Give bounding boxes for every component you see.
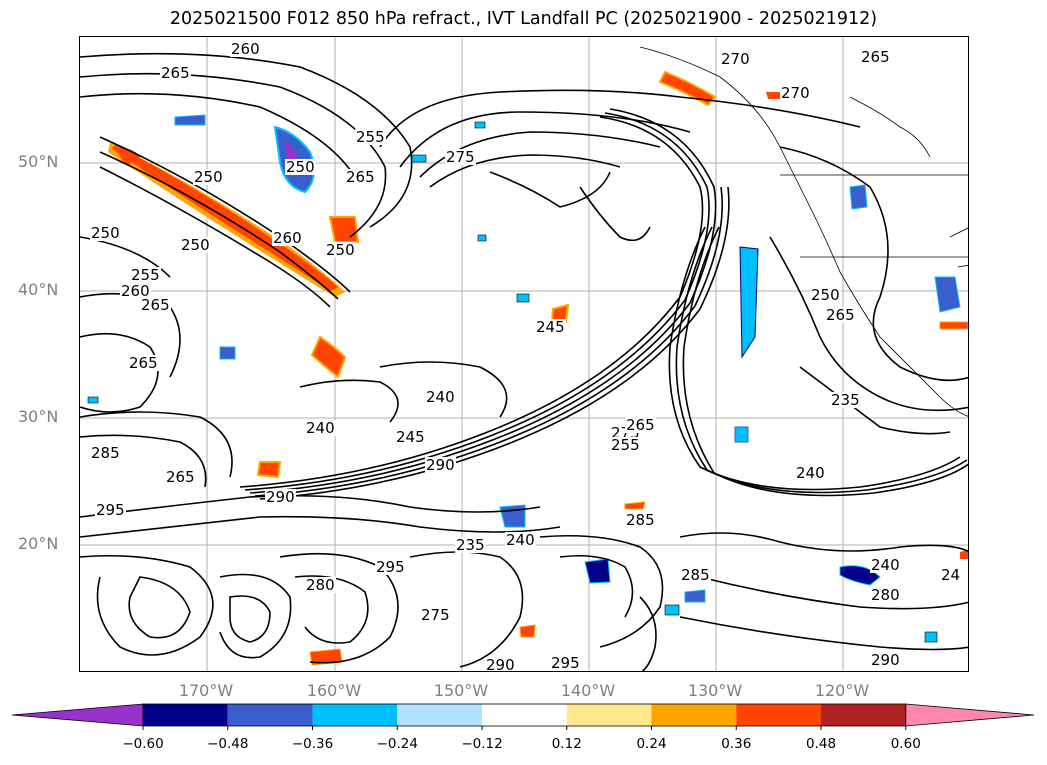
colorbar-segment (736, 704, 821, 726)
colorbar-segment (312, 704, 398, 726)
lon-label-140w: 140°W (560, 681, 616, 700)
coastlines (639, 46, 968, 417)
contour-label: 265 (345, 168, 376, 186)
colorbar-segment (566, 704, 652, 726)
contour-label: 240 (870, 556, 901, 574)
contour-label: 290 (425, 456, 456, 474)
contour-label: 285 (625, 511, 656, 529)
contour-label: 250 (285, 158, 316, 176)
contour-label: 275 (420, 606, 451, 624)
contour-label: 260 (230, 40, 261, 58)
contour-label: 240 (305, 419, 336, 437)
lon-label-130w: 130°W (687, 681, 743, 700)
colorbar-tick-label: −0.36 (291, 736, 334, 752)
colorbar (11, 703, 1035, 730)
colorbar-tick-label: 0.48 (805, 736, 837, 752)
contour-label: 255 (130, 266, 161, 284)
colorbar-tick-label: −0.48 (207, 736, 249, 752)
contour-label: 245 (535, 318, 566, 336)
contour-label: 260 (120, 282, 151, 300)
lon-label-150w: 150°W (433, 681, 489, 700)
colorbar-tick-label: 0.24 (636, 736, 667, 752)
contour-label: 265 (160, 64, 191, 82)
contour-label: 295 (95, 501, 126, 519)
lon-label-120w: 120°W (814, 681, 870, 700)
lon-label-170w: 170°W (178, 681, 234, 700)
contour-label: 265 (128, 354, 159, 372)
minor-cells (87, 121, 938, 643)
contour-label: 265 (860, 48, 891, 66)
contour-label: 285 (680, 566, 711, 584)
colorbar-segment (651, 704, 737, 726)
contour-label: 240 (505, 531, 536, 549)
contour-label: 240 (795, 464, 826, 482)
colorbar-tick-label: −0.12 (461, 736, 503, 752)
contour-label: 295 (375, 558, 406, 576)
contour-label: 255 (355, 128, 386, 146)
contour-label: 290 (265, 488, 296, 506)
colorbar-tick-label: 0.36 (721, 736, 752, 752)
colorbar-tick-label: 0.60 (890, 736, 921, 752)
colorbar-tick-label: −0.60 (122, 736, 164, 752)
contour-label: 250 (180, 236, 211, 254)
contour-label: 235 (830, 391, 861, 409)
lat-label-40n: 40°N (18, 280, 59, 299)
refractivity-fill (108, 70, 968, 666)
lat-label-50n: 50°N (18, 152, 59, 171)
colorbar-tick-label: 0.12 (551, 736, 582, 752)
lon-label-160w: 160°W (306, 681, 362, 700)
colorbar-segment (482, 704, 567, 726)
contour-label: 265 (825, 306, 856, 324)
map-panel: 260 265 270 265 270 255 250 275 265 250 250 260 250 2… (79, 36, 969, 672)
contour-label: 265 (140, 296, 171, 314)
contour-label: 255 (610, 436, 641, 454)
contour-label: 265 (165, 468, 196, 486)
refractivity-contours (80, 52, 968, 671)
colorbar-border (142, 703, 907, 727)
contour-label: 250 (90, 224, 121, 242)
colorbar-extend-max (905, 703, 1035, 727)
contour-label: 24 (940, 566, 962, 584)
colorbar-tick-label: −0.24 (376, 736, 418, 752)
contour-label: 240 (425, 388, 456, 406)
contour-label: 280 (870, 586, 901, 604)
map-title: 2025021500 F012 850 hPa refract., IVT La… (169, 9, 878, 29)
colorbar-segment (397, 704, 482, 726)
lat-label-30n: 30°N (18, 407, 59, 426)
contour-label: 250 (325, 241, 356, 259)
colorbar-segment (143, 704, 228, 726)
contour-label: 250 (810, 286, 841, 304)
contour-label: 295 (550, 654, 581, 672)
contour-label: 245 (395, 428, 426, 446)
colorbar-segment (227, 704, 313, 726)
refractivity-map (80, 37, 968, 671)
contour-label: 250 (193, 168, 224, 186)
contour-label: 290 (485, 656, 516, 672)
contour-label: 260 (272, 229, 303, 247)
contour-label: 235 (455, 536, 486, 554)
colorbar-extend-min (11, 703, 144, 727)
contour-label: 280 (305, 576, 336, 594)
contour-label: 270 (780, 84, 811, 102)
colorbar-segment (821, 704, 906, 726)
contour-label: 285 (90, 444, 121, 462)
contour-label: 265 (625, 416, 656, 434)
contour-label: 270 (720, 50, 751, 68)
lat-label-20n: 20°N (18, 534, 59, 553)
contour-label: 290 (870, 651, 901, 669)
contour-label: 275 (445, 148, 476, 166)
